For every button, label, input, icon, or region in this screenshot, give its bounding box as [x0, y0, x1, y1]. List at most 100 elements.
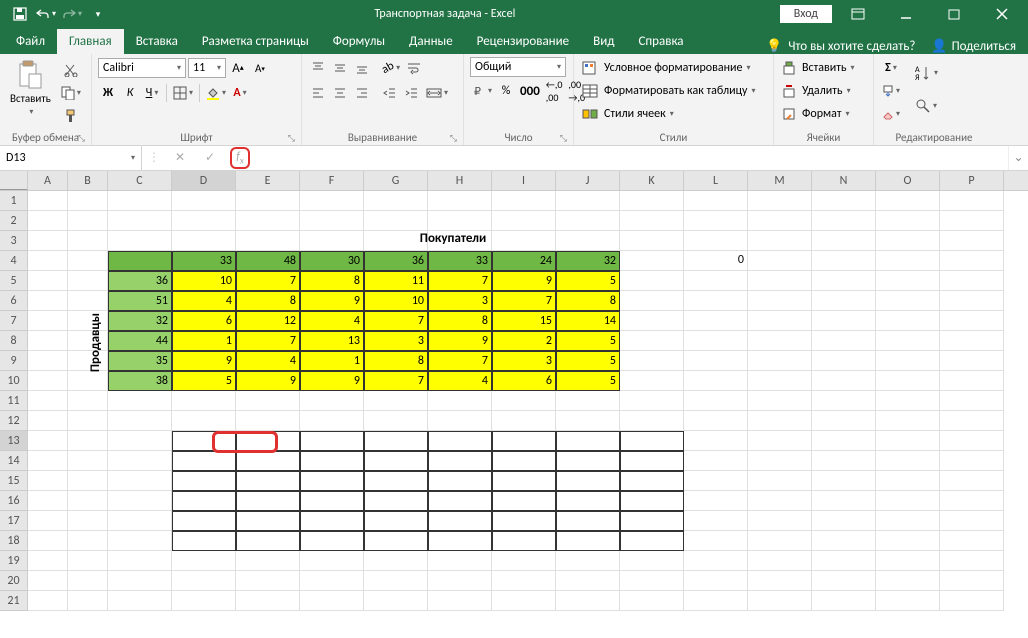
cell[interactable]: 8 [364, 351, 428, 371]
cell[interactable]: 9 [172, 351, 236, 371]
cell[interactable]: 7 [492, 291, 556, 311]
col-header[interactable]: P [940, 171, 1004, 190]
row-header[interactable]: 9 [0, 351, 28, 371]
cell[interactable] [812, 511, 876, 531]
tab-формулы[interactable]: Формулы [321, 29, 397, 54]
cell[interactable] [812, 271, 876, 291]
cell[interactable]: 7 [428, 271, 492, 291]
cell[interactable] [876, 431, 940, 451]
cell[interactable] [364, 191, 428, 211]
cell[interactable] [556, 471, 620, 491]
cell[interactable] [108, 211, 172, 231]
cut-button[interactable] [59, 59, 83, 81]
cell[interactable] [940, 251, 1004, 271]
close-icon[interactable] [980, 0, 1024, 28]
cell[interactable] [28, 551, 68, 571]
cell[interactable] [620, 291, 684, 311]
redo-icon[interactable]: ▾ [60, 2, 84, 26]
cell[interactable] [68, 391, 108, 411]
cell[interactable] [172, 491, 236, 511]
cell[interactable] [68, 471, 108, 491]
cell[interactable] [684, 211, 748, 231]
cell[interactable] [68, 451, 108, 471]
cell[interactable] [620, 511, 684, 531]
cell[interactable] [556, 491, 620, 511]
cell[interactable] [428, 591, 492, 611]
tell-me-input[interactable]: 💡Что вы хотите сделать? [766, 39, 915, 54]
cell[interactable] [748, 591, 812, 611]
align-left-button[interactable] [308, 82, 328, 104]
cell[interactable] [620, 371, 684, 391]
cell[interactable] [68, 271, 108, 291]
cell[interactable] [748, 431, 812, 451]
cell[interactable] [940, 431, 1004, 451]
cell[interactable] [68, 571, 108, 591]
cell[interactable]: 10 [364, 291, 428, 311]
cell[interactable] [876, 571, 940, 591]
cell[interactable] [940, 231, 1004, 251]
cell[interactable] [236, 591, 300, 611]
cell[interactable] [556, 531, 620, 551]
cell[interactable] [940, 471, 1004, 491]
row-header[interactable]: 14 [0, 451, 28, 471]
cell[interactable] [492, 191, 556, 211]
decrease-font-button[interactable]: A▾ [250, 57, 270, 79]
col-header[interactable]: A [28, 171, 68, 190]
cell[interactable] [556, 451, 620, 471]
cell[interactable] [364, 511, 428, 531]
cell[interactable] [172, 391, 236, 411]
row-header[interactable]: 2 [0, 211, 28, 231]
delete-cells-button[interactable]: Удалить▾ [780, 80, 867, 102]
cell[interactable] [28, 591, 68, 611]
cell[interactable]: 4 [172, 291, 236, 311]
cell[interactable] [236, 491, 300, 511]
cell[interactable] [940, 411, 1004, 431]
worksheet[interactable]: ABCDEFGHIJKLMNOP 12345678910111213141516… [0, 171, 1028, 611]
cell[interactable]: 35 [108, 351, 172, 371]
comma-button[interactable]: 000 [518, 80, 542, 102]
align-middle-button[interactable] [330, 57, 350, 79]
cell[interactable] [940, 511, 1004, 531]
cell[interactable] [236, 411, 300, 431]
cell[interactable] [876, 471, 940, 491]
cell[interactable] [172, 551, 236, 571]
cell[interactable] [68, 231, 108, 251]
col-header[interactable]: F [300, 171, 364, 190]
cell[interactable] [492, 471, 556, 491]
cell[interactable] [28, 291, 68, 311]
cell[interactable] [748, 411, 812, 431]
cell[interactable]: 7 [236, 271, 300, 291]
cell[interactable]: 36 [364, 251, 428, 271]
cell[interactable] [812, 591, 876, 611]
cell[interactable] [68, 291, 108, 311]
cell[interactable] [876, 391, 940, 411]
cell[interactable]: 11 [364, 271, 428, 291]
number-launcher[interactable]: ⤡ [560, 133, 567, 144]
cell[interactable] [492, 411, 556, 431]
cell[interactable] [940, 391, 1004, 411]
cell[interactable] [300, 591, 364, 611]
cell[interactable] [684, 231, 748, 251]
cell[interactable] [684, 351, 748, 371]
font-launcher[interactable]: ⤡ [288, 133, 295, 144]
row-header[interactable]: 21 [0, 591, 28, 611]
cell[interactable] [940, 531, 1004, 551]
cell[interactable]: 9 [300, 371, 364, 391]
col-header[interactable]: G [364, 171, 428, 190]
row-header[interactable]: 5 [0, 271, 28, 291]
cell[interactable] [876, 291, 940, 311]
cell[interactable] [812, 311, 876, 331]
cell[interactable] [428, 571, 492, 591]
cell[interactable] [428, 391, 492, 411]
cell[interactable] [940, 491, 1004, 511]
cell[interactable] [684, 471, 748, 491]
login-button[interactable]: Вход [780, 5, 832, 23]
align-bottom-button[interactable] [352, 57, 372, 79]
cell[interactable] [940, 451, 1004, 471]
cell[interactable] [620, 271, 684, 291]
row-header[interactable]: 15 [0, 471, 28, 491]
cell[interactable] [876, 591, 940, 611]
cell[interactable] [68, 411, 108, 431]
cell[interactable] [364, 411, 428, 431]
cell[interactable] [28, 371, 68, 391]
